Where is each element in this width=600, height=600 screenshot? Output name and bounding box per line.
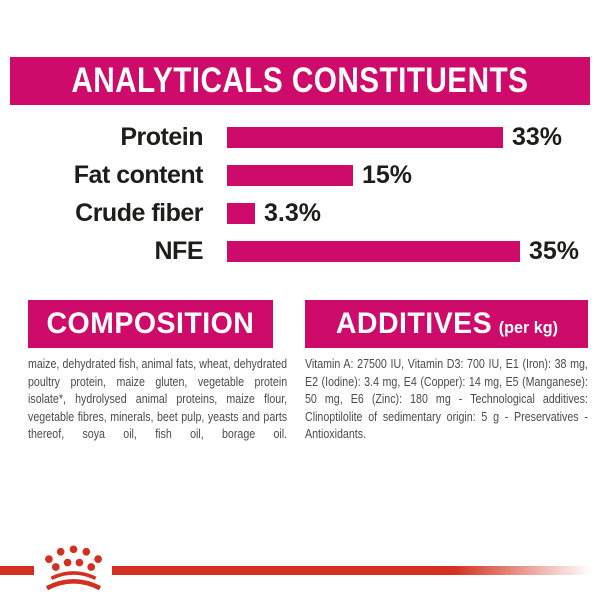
- analyticals-constituents-title: ANALYTICALS CONSTITUENTS: [71, 61, 529, 100]
- composition-section: COMPOSITION maize, dehydrated fish, anim…: [28, 300, 344, 443]
- fat-content-value: 15%: [362, 160, 413, 189]
- nfe-bar: [227, 240, 520, 262]
- fat-content-bar: [227, 164, 353, 186]
- composition-heading-wrap: COMPOSITION: [47, 307, 255, 341]
- protein-bar: [227, 126, 503, 148]
- crude-fiber-label: Crude fiber: [75, 198, 203, 227]
- crude-fiber-value: 3.3%: [264, 198, 321, 227]
- nfe-value: 35%: [529, 236, 580, 265]
- additives-per-kg-suffix: (per kg): [498, 318, 558, 337]
- composition-heading: COMPOSITION: [46, 307, 255, 340]
- chart-row-fat-content: Fat content 15%: [0, 156, 600, 194]
- chart-row-crude-fiber: Crude fiber 3.3%: [0, 194, 600, 232]
- constituents-bar-chart: Protein 33% Fat content 15% Crude fiber …: [0, 118, 600, 270]
- nfe-label: NFE: [154, 236, 204, 265]
- additives-section: ADDITIVES (per kg) Vitamin A: 27500 IU, …: [305, 300, 600, 443]
- protein-label: Protein: [120, 122, 203, 151]
- chart-row-protein: Protein 33%: [0, 118, 600, 156]
- royal-canin-crown-icon: [45, 545, 102, 591]
- additives-heading: ADDITIVES: [335, 307, 492, 340]
- crude-fiber-bar: [227, 202, 255, 224]
- protein-value: 33%: [512, 122, 563, 151]
- additives-heading-wrap: ADDITIVES (per kg): [335, 307, 557, 341]
- analyticals-constituents-banner: ANALYTICALS CONSTITUENTS: [10, 57, 590, 105]
- fat-content-label: Fat content: [73, 160, 204, 189]
- additives-banner: ADDITIVES (per kg): [305, 300, 588, 348]
- composition-text: maize, dehydrated fish, animal fats, whe…: [28, 356, 288, 441]
- chart-row-nfe: NFE 35%: [0, 232, 600, 270]
- composition-banner: COMPOSITION: [28, 300, 273, 348]
- additives-text: Vitamin A: 27500 IU, Vitamin D3: 700 IU,…: [305, 356, 588, 441]
- brand-band-right: [112, 566, 600, 575]
- brand-band-left: [0, 566, 34, 575]
